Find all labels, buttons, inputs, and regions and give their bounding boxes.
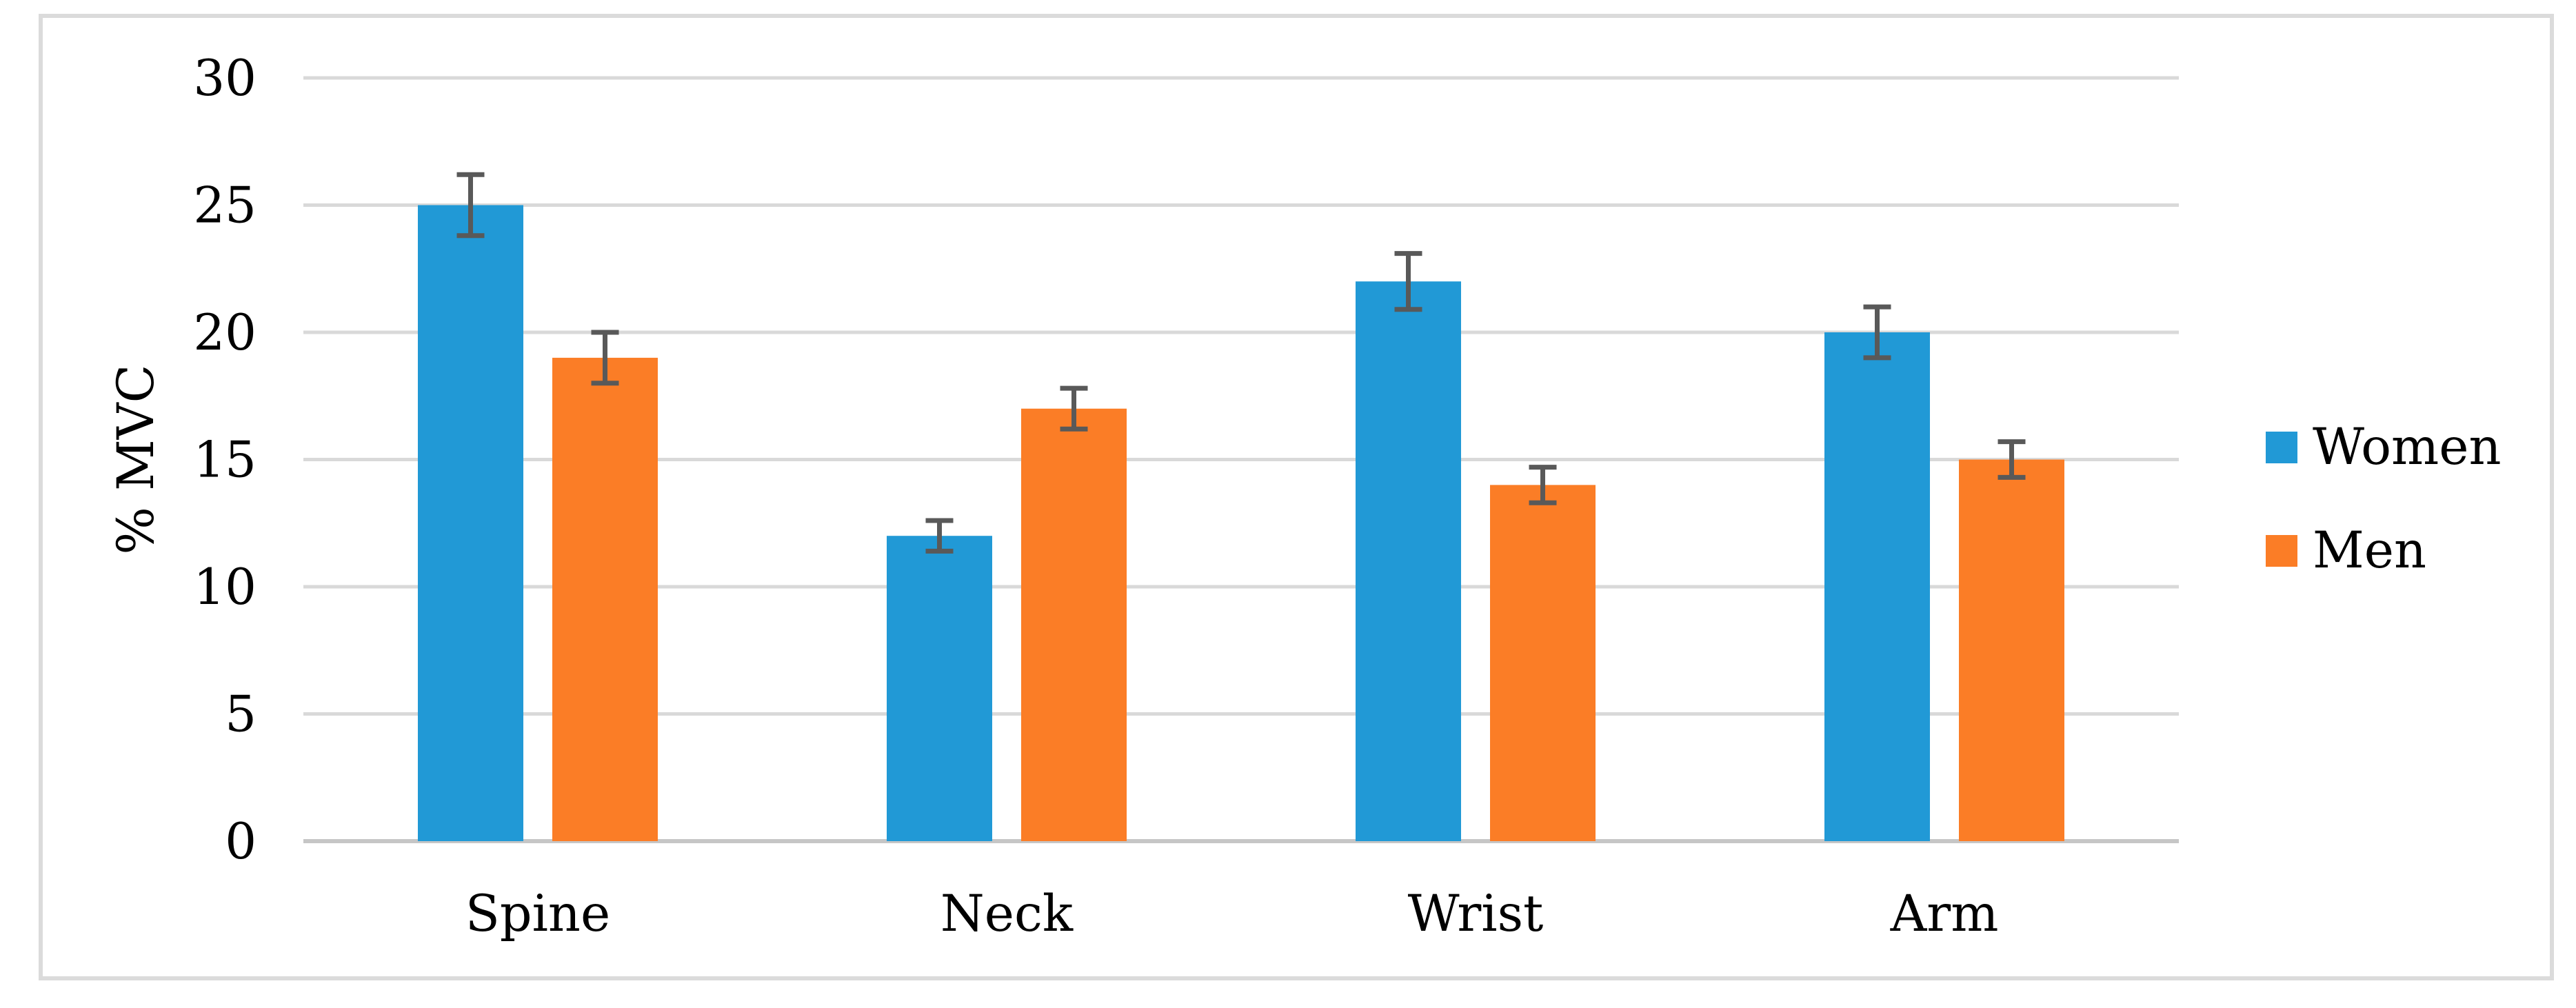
legend-entry-women: Women <box>2266 415 2501 479</box>
bar-women-wrist <box>1356 281 1461 841</box>
x-axis-category-labels: Spine Neck Wrist Arm <box>465 885 1999 943</box>
y-tick-label: 5 <box>225 685 256 743</box>
bar-men-arm <box>1959 459 2064 841</box>
y-axis-tick-labels: 0 5 10 15 20 25 30 <box>193 49 256 870</box>
bar-women-neck <box>887 536 992 841</box>
category-label-wrist: Wrist <box>1408 885 1544 943</box>
category-label-arm: Arm <box>1890 885 1999 943</box>
category-label-neck: Neck <box>940 885 1074 943</box>
bar-women-spine <box>418 205 523 841</box>
men-series-swatch-icon <box>2266 534 2297 567</box>
y-tick-label: 15 <box>193 431 256 489</box>
y-tick-label: 0 <box>225 812 256 870</box>
error-bars <box>456 172 2026 554</box>
women-series-swatch-icon <box>2266 431 2297 463</box>
y-tick-label: 25 <box>193 177 256 234</box>
legend-label-men: Men <box>2313 521 2426 580</box>
bar-men-neck <box>1021 408 1127 841</box>
category-label-spine: Spine <box>465 885 610 943</box>
bars <box>418 205 2064 841</box>
y-axis-title: % MVC <box>107 365 165 555</box>
y-tick-label: 30 <box>193 49 256 107</box>
bar-men-wrist <box>1490 485 1596 841</box>
bar-women-arm <box>1824 332 1930 841</box>
y-tick-label: 10 <box>193 558 256 616</box>
y-tick-label: 20 <box>193 303 256 361</box>
bar-men-spine <box>552 357 658 841</box>
legend-label-women: Women <box>2313 418 2502 476</box>
chart-legend: Women Men <box>2266 415 2501 583</box>
legend-entry-men: Men <box>2266 518 2501 583</box>
